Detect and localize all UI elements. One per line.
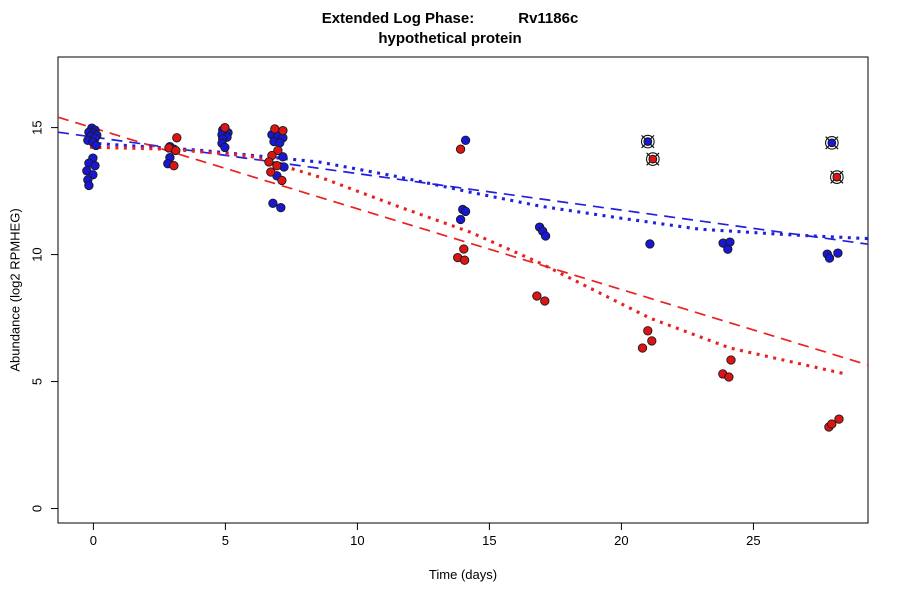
data-point-red xyxy=(532,291,542,301)
trend-line-red-dashed xyxy=(57,116,869,366)
x-tick-label: 5 xyxy=(222,533,229,548)
data-point-red xyxy=(278,125,288,136)
circled-point-dot-blue xyxy=(827,138,837,148)
circled-point-ring xyxy=(829,170,844,184)
data-point-blue xyxy=(824,253,835,263)
data-point-blue xyxy=(540,231,551,241)
circled-point-ring xyxy=(640,134,655,149)
y-tick-label: 15 xyxy=(29,120,44,134)
data-point-blue xyxy=(645,239,655,249)
data-point-red xyxy=(455,144,466,154)
x-tick-label: 0 xyxy=(90,533,97,548)
data-point-red xyxy=(540,296,550,306)
trend-line-red-dotted xyxy=(89,145,846,376)
chart-subtitle: hypothetical protein xyxy=(378,30,522,47)
data-point-red xyxy=(266,167,276,177)
data-point-blue xyxy=(460,206,471,217)
data-point-red xyxy=(459,244,469,254)
data-point-red xyxy=(827,419,837,429)
data-point-blue xyxy=(723,244,733,254)
data-point-red xyxy=(277,175,287,186)
y-axis-label: Abundance (log2 RPMHEG) xyxy=(7,208,23,372)
x-tick-label: 10 xyxy=(350,533,364,548)
trend-line-blue-dotted xyxy=(89,141,869,241)
x-axis-label: Time (days) xyxy=(428,567,498,582)
data-point-red xyxy=(637,343,648,353)
y-tick-label: 5 xyxy=(29,378,44,385)
x-tick-label: 25 xyxy=(746,533,760,548)
data-point-red xyxy=(724,372,734,382)
data-point-red xyxy=(459,255,470,265)
x-tick-label: 15 xyxy=(482,533,496,548)
data-point-red xyxy=(834,414,844,424)
y-tick-label: 0 xyxy=(29,505,44,512)
data-point-red xyxy=(726,355,736,365)
data-point-red xyxy=(647,336,657,346)
circled-point-dot-red xyxy=(832,172,842,182)
data-point-blue xyxy=(833,248,843,258)
data-point-blue xyxy=(90,161,100,171)
data-point-blue xyxy=(278,152,288,162)
circled-point-ring xyxy=(645,152,660,166)
data-point-red xyxy=(272,161,282,171)
data-point-blue xyxy=(84,180,94,191)
circled-point-dot-blue xyxy=(643,137,653,146)
data-point-red xyxy=(220,122,230,133)
data-point-blue xyxy=(275,138,285,148)
chart-title-gene: Rv1186c xyxy=(518,10,579,27)
data-point-red xyxy=(169,161,179,171)
data-point-red xyxy=(171,145,181,156)
data-point-red xyxy=(643,326,653,336)
plot-border xyxy=(57,56,869,524)
circled-point-ring xyxy=(824,135,839,150)
x-tick-label: 20 xyxy=(614,533,628,548)
data-point-blue xyxy=(460,135,471,145)
chart-title: Extended Log Phase: Rv1186c xyxy=(0,10,900,28)
circled-point-dot-red xyxy=(648,154,658,164)
data-point-blue xyxy=(220,142,230,153)
data-point-blue xyxy=(268,198,278,208)
data-point-red xyxy=(273,145,283,156)
data-point-red xyxy=(264,157,274,167)
y-tick-label: 10 xyxy=(29,247,44,261)
data-point-blue xyxy=(91,140,101,151)
chart-title-left: Extended Log Phase: xyxy=(321,10,475,27)
data-point-red xyxy=(172,133,182,143)
data-point-red xyxy=(270,124,280,134)
data-point-blue xyxy=(276,202,286,213)
data-point-blue xyxy=(455,214,466,225)
